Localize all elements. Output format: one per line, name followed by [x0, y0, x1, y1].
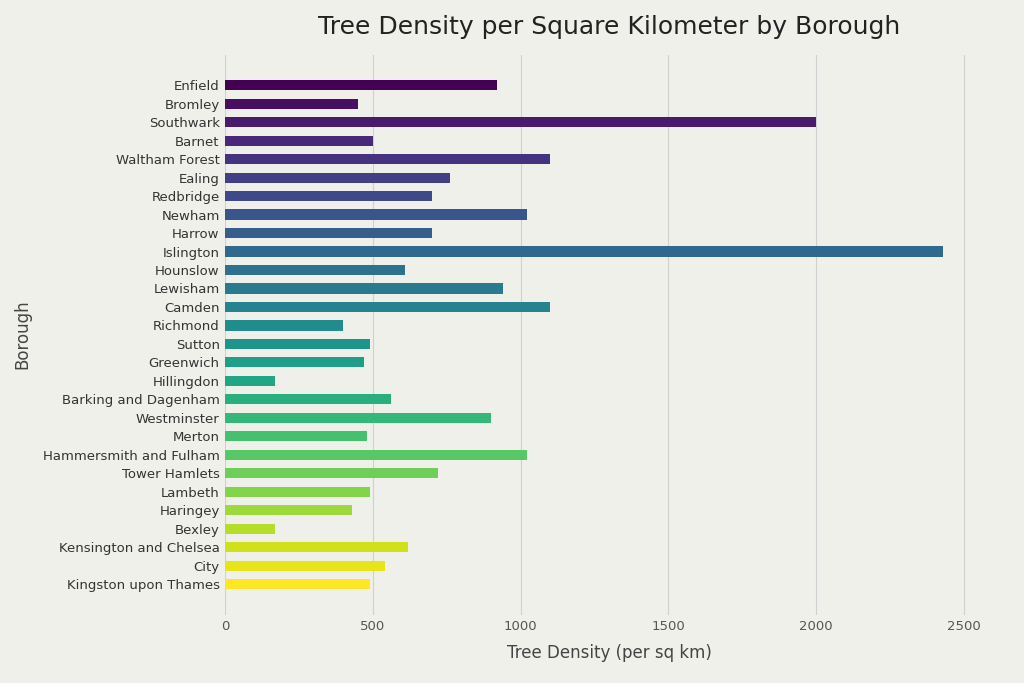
X-axis label: Tree Density (per sq km): Tree Density (per sq km): [507, 643, 712, 662]
Bar: [225, 98, 358, 109]
Title: Tree Density per Square Kilometer by Borough: Tree Density per Square Kilometer by Bor…: [318, 15, 900, 39]
Bar: [225, 210, 526, 220]
Bar: [225, 413, 492, 423]
Bar: [225, 376, 275, 386]
Bar: [225, 247, 943, 257]
Bar: [225, 357, 365, 367]
Bar: [225, 135, 373, 145]
Bar: [225, 449, 526, 460]
Bar: [225, 431, 367, 441]
Bar: [225, 302, 550, 312]
Bar: [225, 561, 385, 571]
Y-axis label: Borough: Borough: [13, 300, 32, 370]
Bar: [225, 117, 816, 127]
Bar: [225, 339, 370, 349]
Bar: [225, 487, 370, 497]
Bar: [225, 173, 450, 182]
Bar: [225, 394, 391, 404]
Bar: [225, 320, 343, 331]
Bar: [225, 542, 409, 553]
Bar: [225, 579, 370, 589]
Bar: [225, 80, 497, 90]
Bar: [225, 228, 432, 238]
Bar: [225, 191, 432, 201]
Bar: [225, 505, 352, 515]
Bar: [225, 524, 275, 534]
Bar: [225, 468, 438, 478]
Bar: [225, 154, 550, 164]
Bar: [225, 265, 406, 275]
Bar: [225, 283, 503, 294]
